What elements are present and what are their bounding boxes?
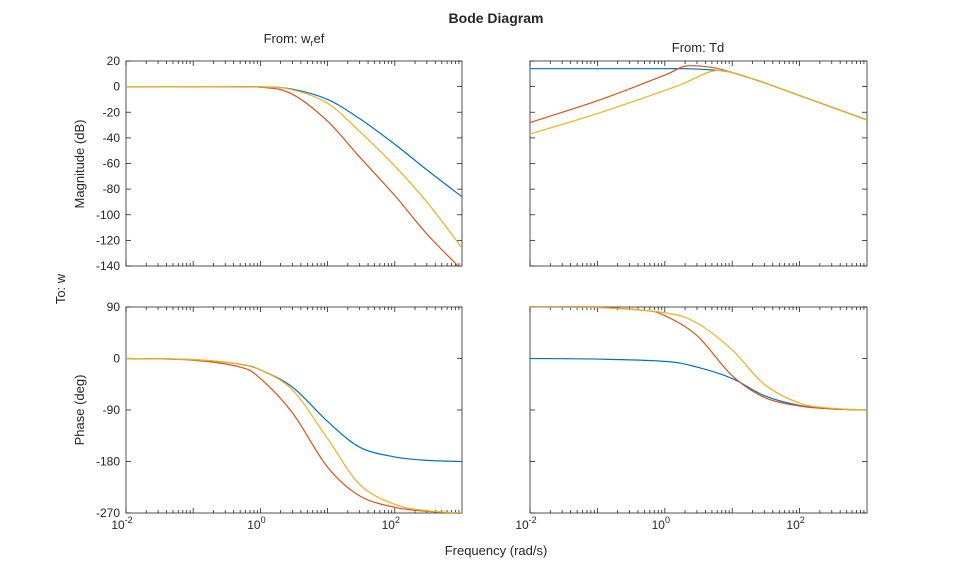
series-line-1	[126, 357, 462, 513]
series-line-2	[126, 85, 462, 249]
x-tick-base: 10	[786, 518, 800, 532]
input-label-td: From: Td	[672, 40, 725, 55]
x-tick-exponent: 2	[395, 515, 400, 525]
axes-frame	[529, 306, 868, 514]
series-line-2	[530, 69, 867, 135]
y-tick-label-magnitude: -80	[103, 182, 121, 196]
panel-magnitude-1-curves	[530, 65, 867, 135]
y-tick-label-phase: -270	[96, 506, 120, 520]
x-tick-exponent: -2	[529, 515, 537, 525]
axes-frame	[529, 60, 868, 267]
x-tick-exponent: -2	[125, 515, 133, 525]
x-tick-label: 10-2	[515, 515, 536, 532]
y-tick-label-magnitude: -140	[96, 259, 120, 273]
axes-frame	[125, 306, 463, 514]
x-tick-exponent: 2	[800, 515, 805, 525]
input-label-wref-main: From: w	[264, 31, 312, 46]
y-tick-label-phase: 90	[107, 300, 121, 314]
y-tick-label-phase: -180	[96, 455, 120, 469]
y-tick-label-magnitude: 20	[107, 54, 121, 68]
x-tick-label: 100	[247, 515, 265, 532]
x-tick-base: 10	[247, 518, 261, 532]
chart-title: Bode Diagram	[449, 10, 544, 26]
y-tick-label-phase: -90	[103, 403, 121, 417]
x-tick-exponent: 0	[665, 515, 670, 525]
panel-phase-0-curves	[126, 357, 462, 513]
series-line-2	[126, 357, 462, 513]
ylabel-magnitude: Magnitude (dB)	[72, 120, 87, 209]
axes-phase-1: 10-2 100 102	[515, 306, 868, 532]
axes-frame	[125, 60, 463, 267]
x-tick-base: 10	[111, 518, 125, 532]
input-label-wref-rest: ef	[314, 31, 325, 46]
x-tick-base: 10	[515, 518, 529, 532]
y-tick-label-magnitude: -40	[103, 131, 121, 145]
panels-layer: 200-20-40-60-80-100-120-140900-90-180-27…	[96, 54, 868, 532]
panel-phase-1-curves	[530, 307, 867, 411]
x-tick-base: 10	[382, 518, 396, 532]
y-tick-label-phase: 0	[113, 352, 120, 366]
x-tick-label: 102	[382, 515, 400, 532]
x-tick-exponent: 0	[261, 515, 266, 525]
input-label-wref-sub: r	[311, 38, 314, 48]
y-tick-label-magnitude: 0	[113, 80, 120, 94]
x-tick-label: 100	[652, 515, 670, 532]
ylabel-phase: Phase (deg)	[72, 375, 87, 446]
panel-magnitude-0-curves	[126, 85, 462, 266]
input-label-wref: From: wref	[264, 31, 325, 48]
y-tick-label-magnitude: -60	[103, 157, 121, 171]
x-tick-base: 10	[652, 518, 666, 532]
series-line-2	[530, 307, 867, 411]
y-tick-label-magnitude: -100	[96, 208, 120, 222]
y-tick-label-magnitude: -120	[96, 233, 120, 247]
output-label: To: w	[53, 273, 68, 304]
xlabel: Frequency (rad/s)	[445, 543, 548, 558]
x-tick-label: 102	[786, 515, 804, 532]
axes-magnitude-1	[529, 60, 868, 267]
x-tick-label: 10-2	[111, 515, 132, 532]
y-tick-label-magnitude: -20	[103, 105, 121, 119]
